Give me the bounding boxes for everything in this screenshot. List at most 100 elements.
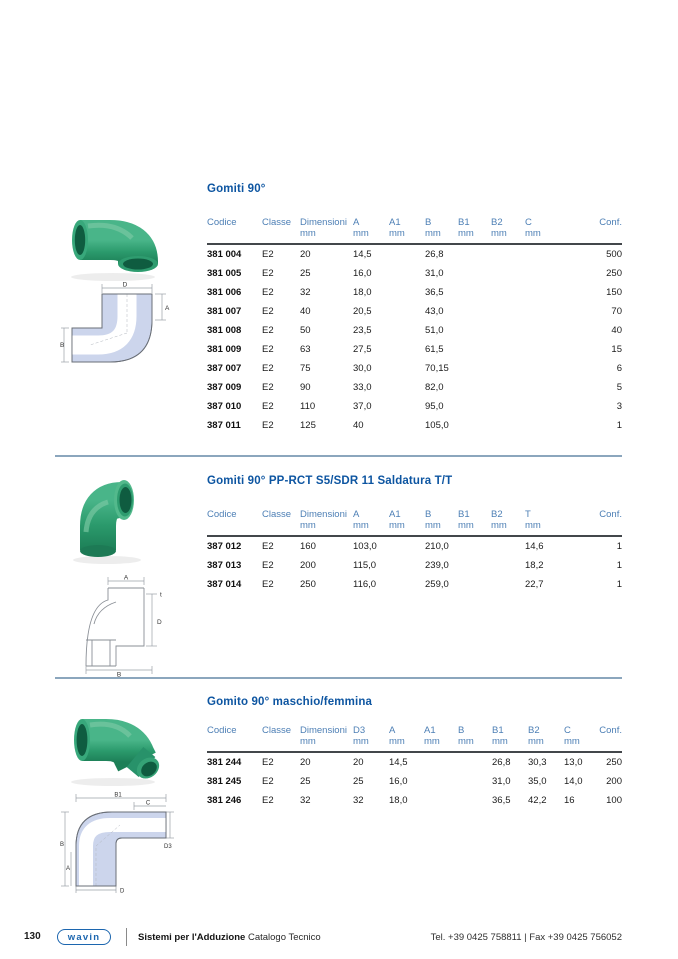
table-cell xyxy=(458,340,491,359)
table-cell: 250 xyxy=(300,579,316,590)
column-header: Classe xyxy=(262,509,292,520)
table-cell xyxy=(491,575,525,594)
table-cell: E2 xyxy=(262,776,274,787)
table-cell: 95,0 xyxy=(425,401,444,412)
table-cell: 1 xyxy=(616,560,622,571)
table-cell: 63 xyxy=(300,344,311,355)
table-cell xyxy=(389,397,425,416)
table-row: 381 005 E2 25 16,0 31,0 250 xyxy=(207,264,622,283)
table-cell xyxy=(458,752,492,772)
table-cell: 381 008 xyxy=(207,325,242,336)
dim-label-a: A xyxy=(124,575,129,582)
table-cell: E2 xyxy=(262,757,274,768)
column-header: A1 mm xyxy=(389,217,405,239)
table-cell xyxy=(458,264,491,283)
table-cell: 20 xyxy=(353,757,364,768)
table-cell: 105,0 xyxy=(425,420,449,431)
table-cell xyxy=(458,772,492,791)
technical-diagram-elbow-90: D A B xyxy=(60,281,175,379)
table-cell xyxy=(525,359,570,378)
table-cell xyxy=(458,791,492,810)
table-cell: 381 007 xyxy=(207,306,242,317)
column-header: Codice xyxy=(207,725,237,736)
table-cell: 259,0 xyxy=(425,579,449,590)
series-title: Sistemi per l'Adduzione xyxy=(138,932,246,943)
table-cell: 70 xyxy=(611,306,622,317)
section-title: Gomiti 90° PP-RCT S5/SDR 11 Saldatura T/… xyxy=(207,475,453,487)
table-cell: 125 xyxy=(300,420,316,431)
table-cell: 36,5 xyxy=(425,287,444,298)
technical-diagram-elbow-weld: A t D B xyxy=(64,574,172,682)
section-title: Gomiti 90° xyxy=(207,183,266,195)
table-cell: 381 009 xyxy=(207,344,242,355)
dim-label-a: A xyxy=(165,305,170,312)
dim-label-b1: B1 xyxy=(114,793,122,799)
table-cell: 61,5 xyxy=(425,344,444,355)
table-cell: E2 xyxy=(262,401,274,412)
table-cell: 18,0 xyxy=(353,287,372,298)
table-cell: 387 011 xyxy=(207,420,241,431)
table-cell: 200 xyxy=(300,560,316,571)
dim-label-d: D xyxy=(123,282,128,289)
table-cell: 90 xyxy=(300,382,311,393)
table-cell xyxy=(491,536,525,556)
table-row: 381 246 E2 32 32 18,0 36,5 42,2 16 100 xyxy=(207,791,622,810)
column-header: Dimensioni mm xyxy=(300,217,347,239)
table-cell: 22,7 xyxy=(525,579,544,590)
column-header: B1 mm xyxy=(458,217,474,239)
table-row: 381 006 E2 32 18,0 36,5 150 xyxy=(207,283,622,302)
table-cell: 25 xyxy=(300,776,311,787)
table-cell: 31,0 xyxy=(425,268,444,279)
table-row: 387 011 E2 125 40 105,0 1 xyxy=(207,416,622,435)
column-header: Dimensioni mm xyxy=(300,725,347,747)
table-cell xyxy=(424,791,458,810)
table-cell xyxy=(491,416,525,435)
table-cell: 82,0 xyxy=(425,382,444,393)
table-cell: 14,5 xyxy=(353,249,372,260)
table-cell xyxy=(525,302,570,321)
table-row: 387 012 E2 160 103,0 210,0 14,6 1 xyxy=(207,536,622,556)
table-cell: 381 244 xyxy=(207,757,242,768)
table-cell: 115,0 xyxy=(353,560,377,571)
table-cell xyxy=(458,244,491,264)
table-cell: E2 xyxy=(262,795,274,806)
table-cell xyxy=(458,283,491,302)
table-cell xyxy=(458,416,491,435)
table-cell: 40 xyxy=(300,306,311,317)
column-header: B1 mm xyxy=(492,725,508,747)
table-cell: 16,0 xyxy=(389,776,408,787)
table-cell xyxy=(389,264,425,283)
table-cell: 43,0 xyxy=(425,306,444,317)
table-cell: 27,5 xyxy=(353,344,372,355)
column-header: A1 mm xyxy=(389,509,405,531)
table-cell: 210,0 xyxy=(425,541,449,552)
table-cell: 5 xyxy=(616,382,622,393)
column-header: Codice xyxy=(207,217,237,228)
table-cell: E2 xyxy=(262,249,274,260)
contact-info: Tel. +39 0425 758811 | Fax +39 0425 7560… xyxy=(430,932,622,943)
table-cell: 160 xyxy=(300,541,316,552)
table-row: 381 008 E2 50 23,5 51,0 40 xyxy=(207,321,622,340)
table-cell xyxy=(491,302,525,321)
table-row: 381 004 E2 20 14,5 26,8 500 xyxy=(207,244,622,264)
table-cell: 13,0 xyxy=(564,757,583,768)
column-header: A1 mm xyxy=(424,725,440,747)
table-cell: 16,0 xyxy=(353,268,372,279)
table-cell: E2 xyxy=(262,325,274,336)
technical-diagram-elbow-male-female: B1 C D3 B A D xyxy=(60,790,175,899)
product-photo-elbow-90 xyxy=(58,198,178,288)
table-cell: 42,2 xyxy=(528,795,547,806)
column-header: B2 mm xyxy=(491,217,507,239)
wavin-logo-text: wavin xyxy=(67,931,101,943)
table-cell xyxy=(458,359,491,378)
table-cell xyxy=(389,536,425,556)
table-cell: 387 012 xyxy=(207,541,242,552)
product-photo-elbow-weld xyxy=(62,468,172,573)
section-title: Gomito 90° maschio/femmina xyxy=(207,696,373,708)
table-cell: E2 xyxy=(262,420,274,431)
table-cell xyxy=(389,244,425,264)
table-cell: 387 013 xyxy=(207,560,242,571)
